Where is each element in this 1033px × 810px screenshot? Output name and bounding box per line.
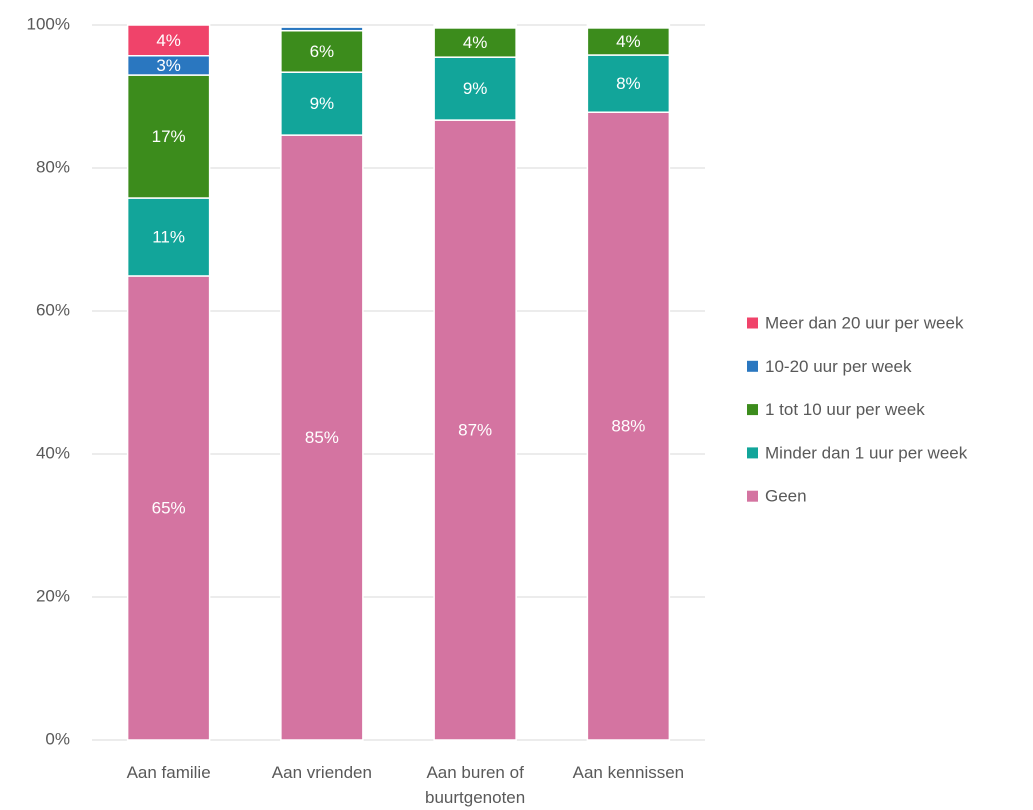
- y-tick-label: 20%: [36, 586, 70, 605]
- data-label: 4%: [616, 32, 641, 51]
- data-label: 17%: [152, 127, 186, 146]
- bar-segment: [433, 24, 517, 28]
- bar-segment: [433, 56, 517, 121]
- data-label: 9%: [310, 94, 335, 113]
- legend-label: Minder dan 1 uur per week: [765, 443, 968, 462]
- bar-segment: [126, 24, 211, 57]
- bar-segment: [280, 71, 364, 136]
- data-label: 88%: [611, 417, 645, 436]
- data-label: 85%: [305, 428, 339, 447]
- x-tick-label: Aan kennissen: [572, 763, 685, 782]
- y-tick-label: 60%: [36, 300, 70, 319]
- x-tick-label: Aan vrienden: [271, 763, 372, 782]
- bar-segment: [433, 119, 517, 741]
- bar-segment: [280, 134, 364, 741]
- data-label: 87%: [458, 421, 492, 440]
- bar-segment: [280, 26, 364, 32]
- legend-label: Meer dan 20 uur per week: [765, 313, 964, 332]
- legend-swatch: [747, 360, 758, 372]
- legend-swatch: [747, 317, 758, 329]
- x-tick-label: Aan buren of buurtgenoten: [425, 763, 526, 807]
- data-label: 11%: [152, 227, 185, 246]
- legend-label: Geen: [765, 487, 807, 506]
- legend-label: 10-20 uur per week: [765, 357, 912, 376]
- x-tick-label: Aan familie: [126, 763, 211, 782]
- bar-segment: [586, 27, 671, 56]
- y-tick-label: 100%: [27, 14, 70, 33]
- data-label: 4%: [156, 31, 181, 50]
- y-tick-label: 40%: [36, 443, 70, 462]
- data-label: 6%: [310, 42, 335, 61]
- bar-segment: [586, 111, 671, 741]
- legend-swatch: [747, 447, 758, 459]
- data-label: 65%: [152, 498, 186, 517]
- y-tick-label: 0%: [45, 729, 70, 748]
- data-label: 4%: [463, 33, 488, 52]
- bar-segment: [433, 27, 517, 58]
- legend-swatch: [747, 490, 758, 502]
- bar-segment: [586, 24, 671, 28]
- bar-segment: [586, 54, 671, 113]
- legend-swatch: [747, 404, 758, 416]
- data-label: 8%: [616, 74, 641, 93]
- y-tick-label: 80%: [36, 157, 70, 176]
- bar-segment: [126, 74, 211, 199]
- bar-segment: [126, 197, 211, 277]
- bar-segment: [126, 275, 211, 741]
- legend-label: 1 tot 10 uur per week: [765, 400, 925, 419]
- data-label: 9%: [463, 79, 488, 98]
- data-label: 3%: [156, 56, 181, 75]
